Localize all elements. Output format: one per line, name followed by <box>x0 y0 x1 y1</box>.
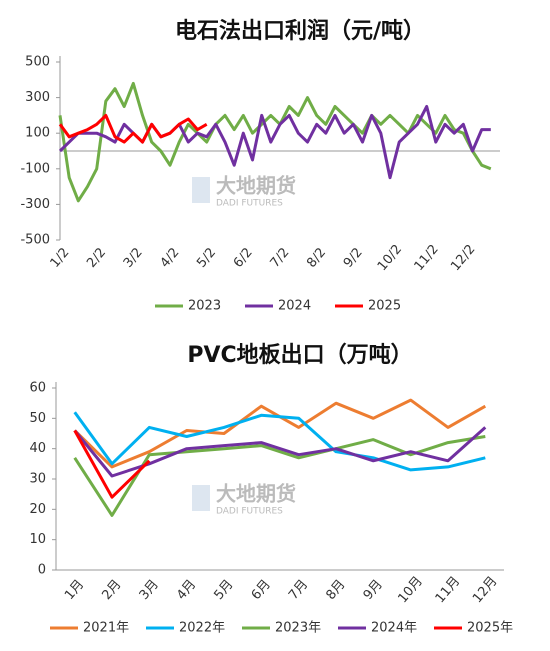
y-tick-label: 60 <box>29 381 46 396</box>
watermark-sub: DADI FUTURES <box>216 507 283 517</box>
legend-label: 2025 <box>368 299 401 314</box>
y-tick-label: -300 <box>20 197 50 212</box>
x-tick-label: 1月 <box>62 577 87 603</box>
x-tick-label: 12月 <box>470 574 500 606</box>
x-tick-label: 2月 <box>99 577 124 603</box>
y-tick-label: 500 <box>25 55 50 70</box>
y-tick-label: 50 <box>29 411 46 426</box>
x-tick-label: 3/2 <box>121 245 146 271</box>
y-tick-label: -100 <box>20 161 50 176</box>
x-tick-label: 9/2 <box>341 245 366 271</box>
series-line <box>58 113 208 144</box>
legend-label: 2023年 <box>275 621 321 636</box>
x-tick-label: 9月 <box>361 577 386 603</box>
x-tick-label: 3月 <box>137 577 162 603</box>
x-tick-label: 7月 <box>286 577 311 603</box>
series-line <box>73 411 486 472</box>
watermark-logo <box>192 485 210 511</box>
x-tick-label: 10/2 <box>375 242 405 274</box>
watermark-logo <box>192 177 210 203</box>
y-tick-label: 100 <box>25 126 50 141</box>
legend-label: 2024年 <box>371 621 417 636</box>
x-tick-label: 6/2 <box>231 245 256 271</box>
legend-label: 2023 <box>188 299 221 314</box>
y-tick-label: 40 <box>29 441 46 456</box>
x-tick-label: 7/2 <box>268 245 293 271</box>
legend-label: 2022年 <box>179 621 225 636</box>
legend-label: 2024 <box>278 299 311 314</box>
x-tick-label: 5/2 <box>194 245 219 271</box>
x-tick-label: 8/2 <box>304 245 329 271</box>
y-tick-label: 20 <box>29 502 46 517</box>
y-tick-label: 30 <box>29 472 46 487</box>
x-tick-label: 4月 <box>174 577 199 603</box>
watermark: 大地期货 <box>216 174 296 198</box>
x-tick-label: 6月 <box>249 577 274 603</box>
x-tick-label: 11/2 <box>412 242 442 274</box>
watermark-sub: DADI FUTURES <box>216 199 283 209</box>
x-tick-label: 5月 <box>211 577 236 603</box>
series-line <box>58 105 491 180</box>
watermark: 大地期货 <box>216 482 296 506</box>
x-tick-label: 2/2 <box>84 245 109 271</box>
x-tick-label: 11月 <box>433 574 463 606</box>
series-line <box>58 81 492 203</box>
legend-label: 2025年 <box>467 621 513 636</box>
series-line <box>73 429 151 499</box>
x-tick-label: 4/2 <box>158 245 183 271</box>
chart-title: 电石法出口利润（元/吨） <box>175 18 425 44</box>
y-tick-label: 300 <box>25 90 50 105</box>
x-tick-label: 1/2 <box>48 245 73 271</box>
legend-label: 2021年 <box>83 621 129 636</box>
y-tick-label: -500 <box>20 233 50 248</box>
y-tick-label: 10 <box>29 532 46 547</box>
x-tick-label: 10月 <box>395 574 425 606</box>
series-line <box>73 398 487 469</box>
x-tick-label: 12/2 <box>448 242 478 274</box>
chart-title: PVC地板出口（万吨） <box>187 343 412 368</box>
y-tick-label: 0 <box>38 563 46 578</box>
x-tick-label: 8月 <box>323 577 348 603</box>
